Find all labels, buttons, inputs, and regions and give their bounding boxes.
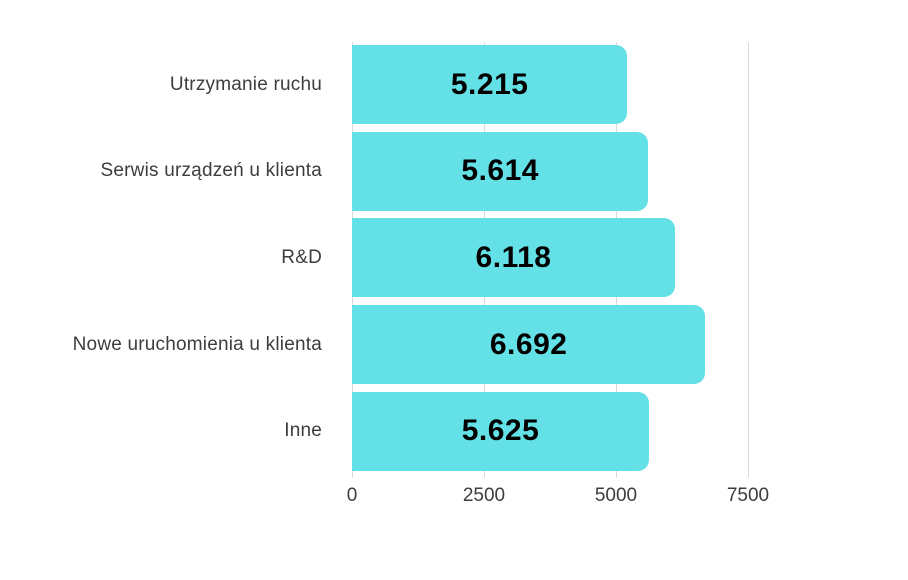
bar-row: Serwis urządzeń u klienta 5.614 [0,131,908,211]
x-tick-label: 0 [346,485,358,506]
x-tick-label: 2500 [462,485,506,506]
bar-row: Utrzymanie ruchu 5.215 [0,45,908,124]
category-label: R&D [281,246,322,268]
category-label: Utrzymanie ruchu [169,73,322,95]
bar: 5.614 [352,131,649,211]
bar: 5.215 [352,45,628,124]
category-label: Nowe uruchomienia u klienta [72,333,322,355]
gridline [748,42,749,478]
bar-value-label: 5.625 [461,414,540,448]
bar: 6.118 [352,218,676,298]
bar-row: Nowe uruchomienia u klienta 6.692 [0,305,908,385]
bar: 5.625 [352,391,649,471]
bar-row: Inne 5.625 [0,391,908,471]
bar: 6.692 [352,305,706,385]
bar-value-label: 6.692 [489,327,568,361]
bar-value-label: 6.118 [475,240,552,274]
bar-row: R&D 6.118 [0,218,908,298]
bar-value-label: 5.614 [461,154,539,188]
x-tick-label: 5000 [594,485,638,506]
category-label: Serwis urządzeń u klienta [100,160,322,182]
bar-value-label: 5.215 [450,67,529,101]
category-label: Inne [284,420,322,442]
x-tick-label: 7500 [726,485,770,506]
